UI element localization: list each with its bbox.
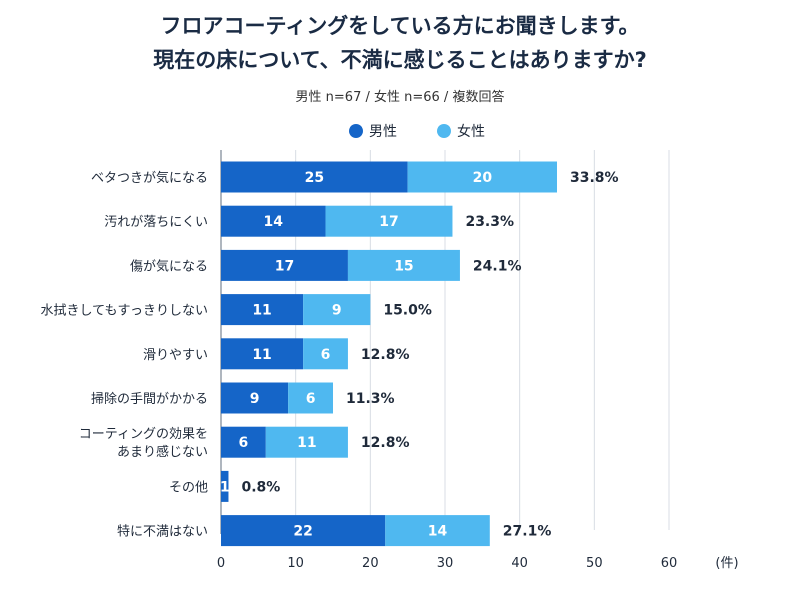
bar-male [221, 205, 326, 237]
percent-label: 27.1% [503, 524, 552, 540]
legend-swatch-male [349, 124, 363, 138]
legend-label-male: 男性 [369, 124, 397, 140]
x-tick-label: 0 [217, 556, 225, 571]
x-tick-label: 60 [661, 556, 678, 571]
percent-label: 33.8% [570, 170, 619, 186]
bar-female [303, 294, 371, 326]
x-tick-label: 50 [586, 556, 603, 571]
value-label-male: 9 [250, 391, 260, 407]
value-label-male: 11 [252, 347, 271, 363]
x-unit-label: (件) [715, 556, 738, 571]
value-label-female: 14 [428, 524, 448, 540]
bar-male [221, 382, 289, 414]
bar-male [221, 470, 229, 502]
bar-male [221, 161, 408, 193]
bar-female [303, 338, 348, 370]
bar-female [288, 382, 333, 414]
value-label-female: 6 [306, 391, 316, 407]
value-label-male: 25 [305, 170, 324, 186]
bar-male [221, 426, 266, 458]
bar-female [385, 515, 490, 547]
category-label: 傷が気になる [130, 258, 208, 274]
category-label: 特に不満はない [117, 525, 208, 540]
bar-female [347, 249, 460, 281]
value-label-male: 1 [220, 479, 230, 495]
chart-title-line2: 現在の床について、不満に感じることはありますか? [153, 48, 647, 72]
category-label: 水拭きしてもすっきりしない [41, 304, 208, 319]
bar-female [407, 161, 557, 193]
x-tick-label: 40 [511, 556, 528, 571]
category-label: ベタつきが気になる [91, 170, 208, 186]
value-label-female: 17 [379, 214, 398, 230]
percent-label: 23.3% [465, 214, 514, 230]
x-tick-label: 30 [437, 556, 454, 571]
legend-label-female: 女性 [457, 123, 485, 140]
bar-male [221, 294, 304, 326]
x-tick-label: 10 [287, 556, 304, 571]
percent-label: 15.0% [383, 303, 432, 319]
value-label-male: 14 [264, 214, 284, 230]
value-label-female: 15 [394, 258, 413, 274]
chart-subtitle: 男性 n=67 / 女性 n=66 / 複数回答 [295, 90, 505, 105]
bar-female [325, 205, 453, 237]
value-label-female: 6 [321, 347, 331, 363]
percent-label: 11.3% [346, 391, 395, 407]
percent-label: 12.8% [361, 435, 410, 451]
percent-label: 0.8% [241, 479, 280, 495]
chart-title-line1: フロアコーティングをしている方にお聞きします。 [160, 14, 640, 38]
percent-label: 12.8% [361, 347, 410, 363]
value-label-male: 11 [252, 303, 271, 319]
bar-male [221, 338, 304, 370]
value-label-male: 6 [239, 435, 249, 451]
percent-label: 24.1% [473, 258, 522, 274]
x-tick-label: 20 [362, 556, 379, 571]
category-label: あまり感じない [117, 444, 208, 460]
value-label-male: 17 [275, 258, 294, 274]
bar-female [265, 426, 348, 458]
category-label: 汚れが落ちにくい [104, 215, 208, 230]
category-label: 掃除の手間がかかる [91, 391, 208, 407]
category-label: その他 [169, 480, 208, 495]
value-label-female: 9 [332, 303, 342, 319]
value-label-female: 20 [473, 170, 493, 186]
category-label: 滑りやすい [143, 348, 208, 363]
legend-swatch-female [437, 124, 451, 138]
value-label-female: 11 [297, 435, 316, 451]
bar-male [221, 515, 386, 547]
bar-male [221, 249, 348, 281]
value-label-male: 22 [293, 524, 312, 540]
category-label: コーティングの効果を [79, 427, 208, 442]
